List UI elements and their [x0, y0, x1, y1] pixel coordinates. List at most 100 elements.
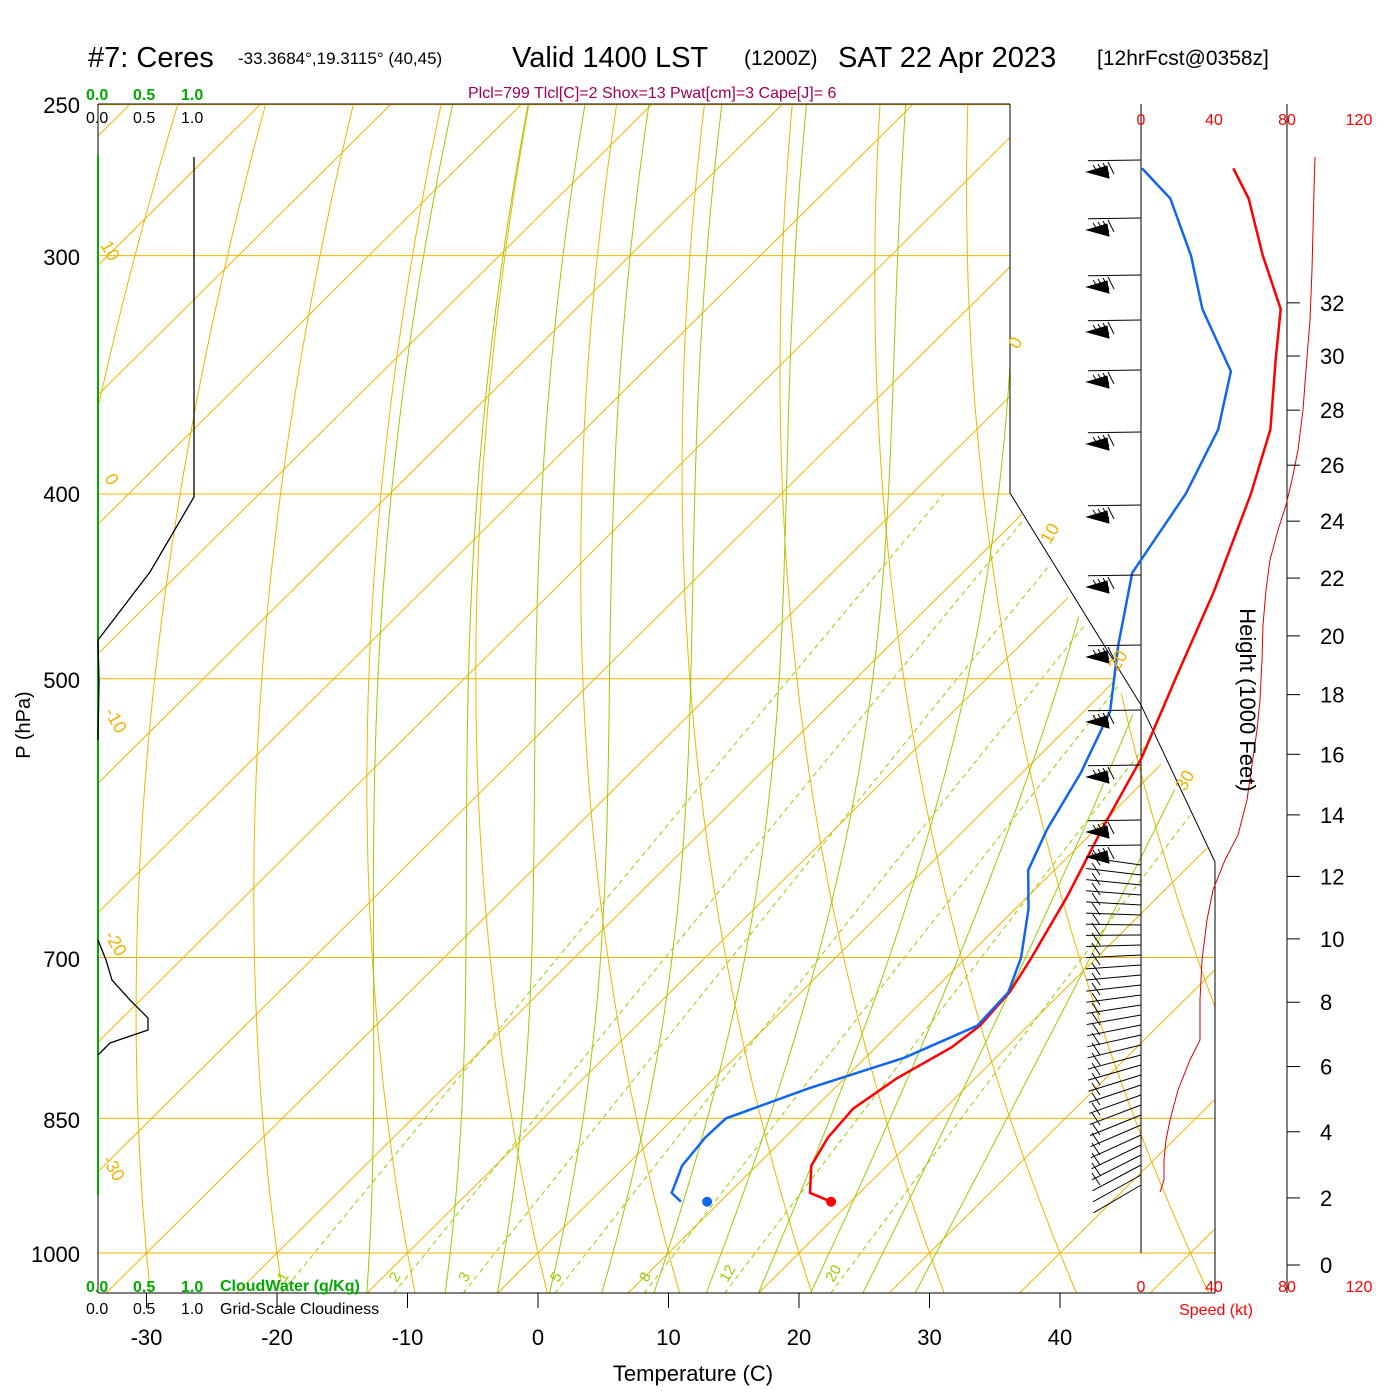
- wind-barb: [1087, 1052, 1142, 1081]
- moist-adiabat-12: [653, 104, 811, 1293]
- wind-barb: [1086, 992, 1142, 1014]
- pressure-tick-500: 500: [43, 668, 80, 693]
- mixing-ratio-label-12: 12: [716, 1262, 739, 1285]
- pressure-tick-400: 400: [43, 482, 80, 507]
- wind-barb: [1085, 912, 1142, 926]
- temp-tick-label: 0: [532, 1325, 544, 1350]
- isotherm-50: [1149, 104, 1215, 1293]
- cloud-scale-top: 0.0 0.5 1.0 0.0 0.5 1.0: [86, 87, 203, 127]
- isotherm--60: [98, 104, 948, 1293]
- wind-barb: [1086, 892, 1142, 906]
- wind-barb: [1085, 922, 1142, 936]
- pressure-tick-1000: 1000: [31, 1242, 80, 1267]
- cloud-water-tick-bottom-0: 0.0: [86, 1279, 108, 1296]
- moist-adiabat-16: [705, 104, 909, 1293]
- cloudiness-tick-top-1: 0.5: [133, 110, 155, 127]
- moist-adiabat-20: [757, 104, 1026, 1293]
- height-tick-label: 24: [1320, 509, 1344, 534]
- temp-tick-label: 10: [656, 1325, 680, 1350]
- height-tick-label: 4: [1320, 1120, 1332, 1145]
- wind-barbs: [1085, 159, 1142, 1214]
- wind-barb: [1086, 902, 1142, 916]
- speed-tick-bottom-0: 0: [1137, 1279, 1146, 1296]
- mixing-ratio-line-8: [643, 493, 1215, 1293]
- dry-adiabat-30: [779, 104, 945, 1293]
- title-date: SAT 22 Apr 2023: [838, 42, 1056, 74]
- plot-frame: [97, 103, 1288, 1294]
- wind-barb: [1086, 852, 1142, 866]
- wind-barb: [1085, 274, 1142, 294]
- cloudiness-tick-bottom-1: 0.5: [133, 1301, 155, 1318]
- wind-barb: [1085, 844, 1142, 864]
- isotherm--70: [98, 104, 817, 1293]
- isotherm-label-2: -10: [101, 704, 131, 737]
- cloud-scale-bottom: 0.0 0.5 1.0 CloudWater (g/Kg) 0.0 0.5 1.…: [86, 1278, 379, 1318]
- isotherm-20: [757, 104, 1215, 1293]
- pressure-tick-300: 300: [43, 245, 80, 270]
- height-tick-label: 22: [1320, 566, 1344, 591]
- wind-barb: [1087, 1022, 1142, 1048]
- mixing-ratio-line-2: [393, 493, 1046, 1293]
- wind-barb: [1088, 1072, 1142, 1103]
- wind-barb: [1086, 872, 1142, 886]
- indices-line: Plcl=799 Tlcl[C]=2 Shox=13 Pwat[cm]=3 Ca…: [468, 85, 836, 102]
- moist-adiabat-4: [549, 104, 655, 1293]
- wind-barb: [1086, 862, 1142, 876]
- temp-tick-label: -30: [131, 1325, 163, 1350]
- isotherm--90: [98, 104, 556, 1293]
- wind-barb: [1085, 574, 1142, 594]
- cloudiness-trace-low: [97, 939, 149, 1056]
- height-tick-label: 32: [1320, 291, 1344, 316]
- isotherm--100: [98, 104, 426, 1293]
- wind-barb: [1085, 369, 1142, 389]
- moist-adiabat-24: [810, 104, 1162, 1293]
- cloud-water-tick-top-1: 0.5: [133, 87, 155, 104]
- wind-barb: [1087, 1042, 1142, 1070]
- moist-adiabat--4: [444, 104, 536, 1293]
- cloud-water-label: CloudWater (g/Kg): [220, 1278, 360, 1295]
- dewpoint-profile-line: [670, 167, 1233, 1203]
- isotherm-label-8: 30: [1171, 767, 1198, 794]
- temp-tick-label: 40: [1048, 1325, 1072, 1350]
- mixing-ratio-label-20: 20: [822, 1262, 845, 1285]
- dry-adiabat-20: [681, 104, 813, 1293]
- moist-adiabat--10: [366, 104, 461, 1293]
- height-tick-label: 28: [1320, 398, 1344, 423]
- dry-adiabat-10: [580, 104, 681, 1293]
- wind-barb: [1089, 1092, 1142, 1125]
- dry-adiabat-0: [475, 104, 548, 1293]
- surface-dewpoint-marker: [702, 1196, 713, 1207]
- mixing-ratio-line-1: [280, 493, 945, 1293]
- temp-tick-label: -20: [261, 1325, 293, 1350]
- wind-barb: [1091, 1142, 1142, 1181]
- speed-tick-bottom-80: 80: [1278, 1279, 1296, 1296]
- cloudiness-tick-bottom-0: 0.0: [86, 1301, 108, 1318]
- height-tick-label: 26: [1320, 453, 1344, 478]
- wind-barb: [1088, 1062, 1142, 1092]
- isotherm-label-4: -30: [99, 1152, 129, 1185]
- cloud-water-tick-bottom-2: 1.0: [181, 1279, 203, 1296]
- isotherm-label-3: -20: [101, 927, 131, 960]
- cloud-water-tick-bottom-1: 0.5: [133, 1279, 155, 1296]
- cloudiness-tick-top-2: 1.0: [181, 110, 203, 127]
- dry-adiabat--30: [135, 104, 276, 1293]
- mixing-ratio-label-5: 5: [547, 1269, 566, 1285]
- title-forecast: [12hrFcst@0358z]: [1097, 47, 1269, 70]
- isotherm-label-5: 0: [1004, 333, 1026, 352]
- temp-tick-label: -10: [392, 1325, 424, 1350]
- surface-temperature-marker: [826, 1196, 837, 1207]
- moist-adiabat-32: [914, 104, 1215, 1293]
- cloud-water-tick-top-0: 0.0: [86, 87, 108, 104]
- moist-adiabat-8: [601, 104, 727, 1293]
- isotherm-10: [627, 104, 1215, 1293]
- height-tick-label: 20: [1320, 624, 1344, 649]
- wind-barb: [1086, 932, 1142, 948]
- dry-adiabat-50: [966, 104, 1210, 1293]
- isotherm--20: [235, 104, 1215, 1293]
- height-tick-label: 14: [1320, 803, 1344, 828]
- speed-axis-title: Speed (kt): [1179, 1302, 1253, 1319]
- mixing-ratio-line-3: [462, 493, 1109, 1293]
- pressure-tick-850: 850: [43, 1108, 80, 1133]
- wind-barb: [1085, 504, 1142, 524]
